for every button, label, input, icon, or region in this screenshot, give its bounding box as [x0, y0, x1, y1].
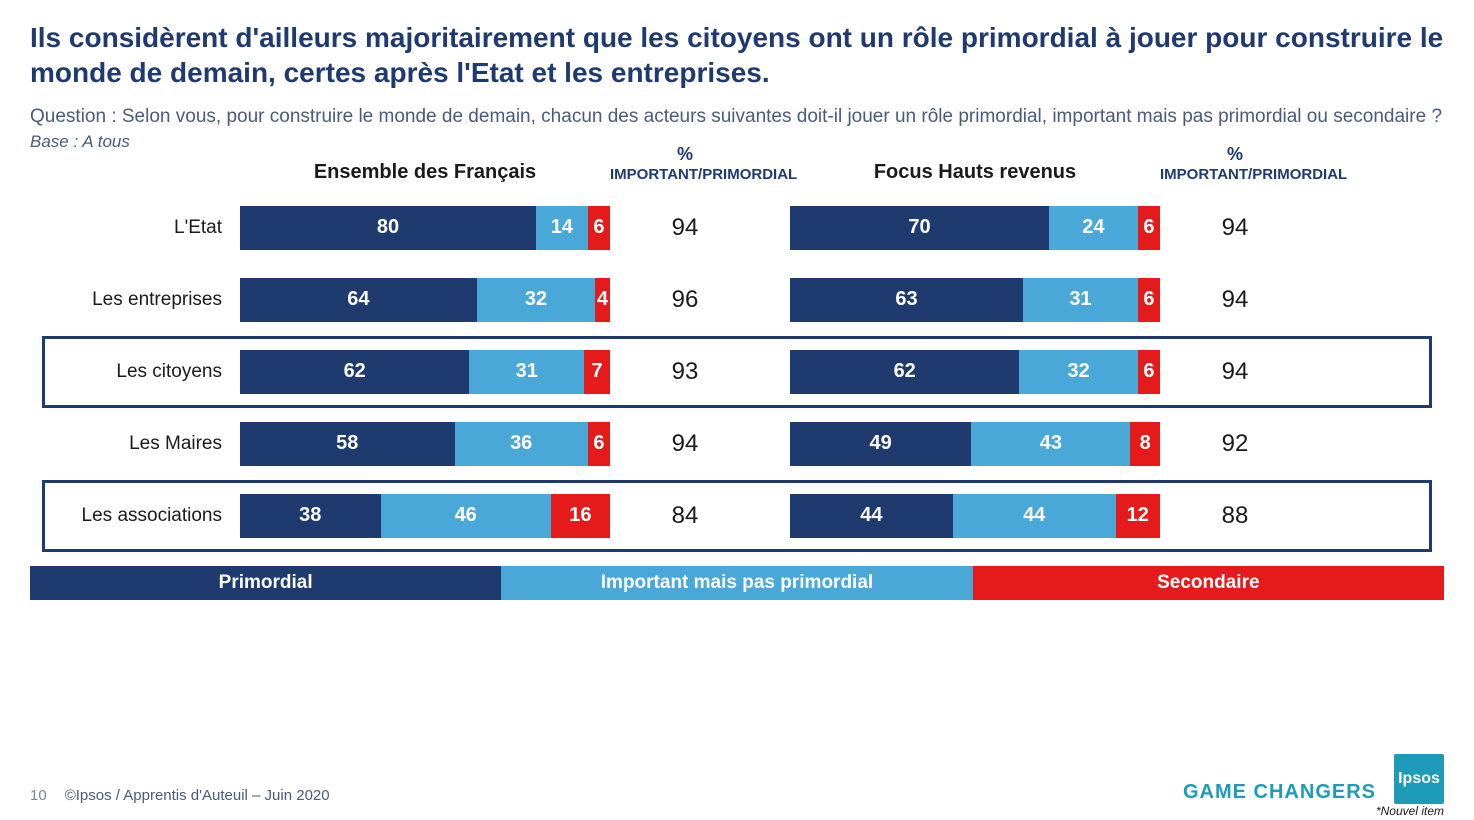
group1-title: Ensemble des Français: [240, 161, 610, 184]
bar-segment-primordial: 49: [790, 422, 971, 466]
tagline: GAME CHANGERS: [1183, 781, 1376, 804]
chart-row: Les associations3846168444441288: [30, 488, 1444, 544]
total-header-label: IMPORTANT/PRIMORDIAL: [610, 166, 797, 183]
bar-segment-primordial: 70: [790, 206, 1049, 250]
bar-segment-primordial: 63: [790, 278, 1023, 322]
bar-segment-secondaire: 6: [588, 206, 610, 250]
row-label: Les entreprises: [30, 289, 240, 311]
stacked-bar: 80146: [240, 206, 610, 250]
chart-row: Les Maires5836694 4943892: [30, 416, 1444, 472]
stacked-bar: 62317: [240, 350, 610, 394]
percent-symbol: %: [610, 145, 760, 165]
total-value: 94: [610, 430, 760, 458]
bar-segment-primordial: 64: [240, 278, 477, 322]
bar-segment-important: 32: [1019, 350, 1137, 394]
legend-item: Secondaire: [973, 566, 1444, 600]
chart-container: Ensemble des Français % IMPORTANT/PRIMOR…: [30, 128, 1444, 600]
bar-segment-secondaire: 6: [1138, 350, 1160, 394]
stacked-bar: 62326: [790, 350, 1160, 394]
bar-segment-secondaire: 6: [1138, 278, 1160, 322]
group2-title: Focus Hauts revenus: [790, 161, 1160, 184]
bar-segment-important: 36: [455, 422, 588, 466]
copyright: ©Ipsos / Apprentis d'Auteuil – Juin 2020: [65, 787, 330, 804]
stacked-bar: 384616: [240, 494, 610, 538]
bar-segment-important: 32: [477, 278, 595, 322]
group1-total-header: % IMPORTANT/PRIMORDIAL: [610, 145, 760, 183]
bar-segment-secondaire: 4: [595, 278, 610, 322]
legend-item: Important mais pas primordial: [501, 566, 972, 600]
footnote: *Nouvel item: [1376, 804, 1444, 818]
rows-host: L'Etat80146947024694Les entreprises64324…: [30, 200, 1444, 544]
bar-segment-secondaire: 8: [1130, 422, 1160, 466]
bar-segment-secondaire: 12: [1116, 494, 1160, 538]
bar-segment-primordial: 44: [790, 494, 953, 538]
legend-item: Primordial: [30, 566, 501, 600]
bar-segment-primordial: 62: [240, 350, 469, 394]
bar-segment-primordial: 38: [240, 494, 381, 538]
bar-segment-secondaire: 16: [551, 494, 610, 538]
bar-segment-primordial: 58: [240, 422, 455, 466]
chart-row: Les entreprises6432496 6331694: [30, 272, 1444, 328]
total-value: 94: [1160, 214, 1310, 242]
stacked-bar: 49438: [790, 422, 1160, 466]
total-value: 92: [1160, 430, 1310, 458]
slide-title: Ils considèrent d'ailleurs majoritaireme…: [30, 20, 1444, 90]
bar-segment-secondaire: 6: [588, 422, 610, 466]
group2-total-header: % IMPORTANT/PRIMORDIAL: [1160, 145, 1310, 183]
total-value: 96: [610, 286, 760, 314]
bar-segment-secondaire: 6: [1138, 206, 1160, 250]
bar-segment-primordial: 62: [790, 350, 1019, 394]
bar-segment-primordial: 80: [240, 206, 536, 250]
total-value: 93: [610, 358, 760, 386]
row-label: Les associations: [30, 505, 240, 527]
ipsos-logo: Ipsos: [1394, 754, 1444, 804]
chart-row: Les citoyens62317936232694: [30, 344, 1444, 400]
total-header-label: IMPORTANT/PRIMORDIAL: [1160, 166, 1347, 183]
total-value: 88: [1160, 502, 1310, 530]
question-text: Question : Selon vous, pour construire l…: [30, 104, 1444, 130]
column-headers: Ensemble des Français % IMPORTANT/PRIMOR…: [30, 128, 1444, 184]
bar-segment-important: 24: [1049, 206, 1138, 250]
stacked-bar: 444412: [790, 494, 1160, 538]
stacked-bar: 58366: [240, 422, 610, 466]
percent-symbol: %: [1160, 145, 1310, 165]
legend: PrimordialImportant mais pas primordialS…: [30, 566, 1444, 600]
bar-segment-important: 44: [953, 494, 1116, 538]
bar-segment-secondaire: 7: [584, 350, 610, 394]
bar-segment-important: 46: [381, 494, 551, 538]
stacked-bar: 64324: [240, 278, 610, 322]
row-label: L'Etat: [30, 217, 240, 239]
total-value: 84: [610, 502, 760, 530]
footer: 10 ©Ipsos / Apprentis d'Auteuil – Juin 2…: [30, 754, 1444, 804]
bar-segment-important: 43: [971, 422, 1130, 466]
stacked-bar: 63316: [790, 278, 1160, 322]
page-number: 10: [30, 787, 47, 804]
row-label: Les citoyens: [30, 361, 240, 383]
chart-row: L'Etat80146947024694: [30, 200, 1444, 256]
bar-segment-important: 31: [1023, 278, 1138, 322]
row-label: Les Maires: [30, 433, 240, 455]
total-value: 94: [1160, 286, 1310, 314]
total-value: 94: [1160, 358, 1310, 386]
total-value: 94: [610, 214, 760, 242]
bar-segment-important: 14: [536, 206, 588, 250]
bar-segment-important: 31: [469, 350, 584, 394]
stacked-bar: 70246: [790, 206, 1160, 250]
